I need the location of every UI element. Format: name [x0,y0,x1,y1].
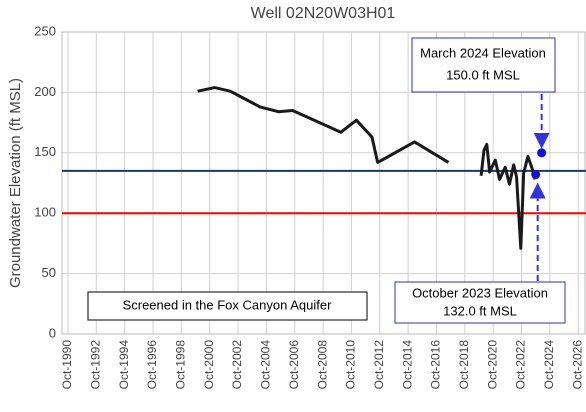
x-tick-label: Oct-2014 [400,340,414,390]
annotation-box [87,291,368,321]
y-axis-label: Groundwater Elevation (ft MSL) [7,78,24,288]
x-tick-label: Oct-2004 [259,340,273,390]
annotation-text: October 2023 Elevation [412,285,548,300]
x-tick-label: Oct-2006 [287,340,301,390]
annotation-text: Screened in the Fox Canyon Aquifer [123,297,333,312]
data-line [197,86,537,250]
y-tick-label: 50 [42,265,56,280]
x-tick-label: Oct-2000 [202,340,216,390]
annotation-text: 150.0 ft MSL [446,67,520,82]
y-tick-label: 200 [34,84,56,99]
y-tick-label: 0 [49,325,56,340]
x-tick-label: Oct-1998 [174,340,188,390]
x-tick-label: Oct-2024 [542,340,556,390]
annotation-box [411,37,556,93]
x-tick-label: Oct-1992 [88,340,102,390]
x-tick-label: Oct-2020 [485,340,499,390]
x-tick-label: Oct-2022 [514,340,528,390]
data-point [537,148,547,158]
x-tick-label: Oct-2002 [230,340,244,390]
x-tick-label: Oct-2026 [570,340,584,390]
chart-title: Well 02N20W03H01 [251,5,396,22]
x-tick-label: Oct-2008 [315,340,329,390]
annotation-text: March 2024 Elevation [420,45,546,60]
x-tick-label: Oct-2016 [429,340,443,390]
annotation-text: 132.0 ft MSL [443,303,517,318]
y-tick-label: 150 [34,144,56,159]
data-point [531,170,541,180]
x-tick-label: Oct-1994 [117,340,131,390]
plot-frame [61,31,586,335]
y-tick-label: 250 [34,23,56,38]
x-tick-label: Oct-2010 [344,340,358,390]
annotation-box [394,281,566,324]
x-tick-label: Oct-1996 [145,340,159,390]
x-tick-label: Oct-1990 [60,340,74,390]
x-tick-label: Oct-2018 [457,340,471,390]
y-tick-label: 100 [34,205,56,220]
x-tick-label: Oct-2012 [372,340,386,390]
